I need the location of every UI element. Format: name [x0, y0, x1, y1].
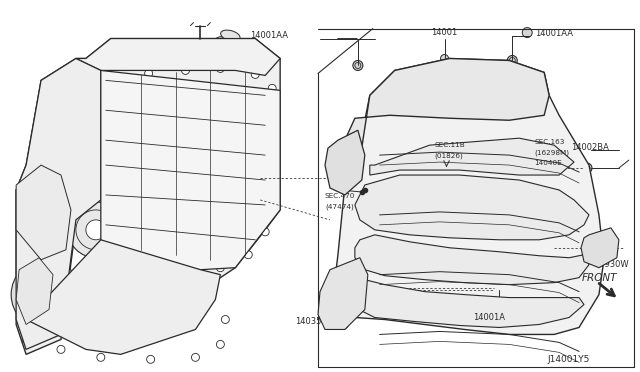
Circle shape: [145, 70, 152, 77]
Polygon shape: [581, 228, 619, 268]
Ellipse shape: [336, 321, 348, 330]
Circle shape: [22, 336, 30, 343]
Circle shape: [112, 51, 120, 60]
Circle shape: [172, 44, 180, 51]
Polygon shape: [370, 138, 574, 175]
Circle shape: [23, 192, 59, 228]
Circle shape: [141, 46, 150, 54]
Polygon shape: [318, 258, 368, 330]
Ellipse shape: [336, 308, 348, 315]
Circle shape: [147, 355, 155, 363]
Circle shape: [106, 80, 146, 120]
Circle shape: [252, 70, 259, 78]
Circle shape: [182, 67, 189, 74]
Polygon shape: [355, 175, 589, 240]
Circle shape: [105, 74, 113, 82]
Polygon shape: [16, 165, 71, 260]
Polygon shape: [350, 280, 584, 327]
Text: SEC.470: SEC.470: [325, 193, 355, 199]
Text: 14040E: 14040E: [534, 160, 562, 166]
Circle shape: [582, 163, 592, 173]
Circle shape: [86, 220, 106, 240]
Circle shape: [33, 282, 59, 308]
Text: 14001AA: 14001AA: [535, 29, 573, 38]
Ellipse shape: [221, 30, 240, 41]
Text: 14001AA: 14001AA: [250, 31, 288, 40]
Circle shape: [256, 57, 264, 64]
Circle shape: [268, 84, 276, 92]
Ellipse shape: [340, 151, 354, 173]
Text: (01826): (01826): [435, 153, 463, 159]
Circle shape: [244, 251, 252, 259]
Polygon shape: [340, 58, 549, 180]
Ellipse shape: [336, 146, 358, 178]
Polygon shape: [16, 258, 53, 324]
Text: 14001: 14001: [431, 28, 458, 37]
Polygon shape: [16, 58, 101, 349]
Circle shape: [11, 260, 81, 330]
Circle shape: [508, 55, 517, 65]
Text: FRONT: FRONT: [582, 273, 618, 283]
Circle shape: [119, 93, 132, 107]
Circle shape: [584, 243, 594, 253]
Polygon shape: [325, 130, 365, 195]
Text: (47474): (47474): [325, 204, 354, 210]
Polygon shape: [26, 240, 220, 355]
Text: (16298M): (16298M): [534, 150, 569, 156]
Ellipse shape: [336, 278, 348, 286]
Ellipse shape: [336, 293, 348, 301]
Text: 14002BA: 14002BA: [571, 142, 609, 152]
Circle shape: [18, 202, 74, 258]
Polygon shape: [76, 39, 280, 76]
Circle shape: [94, 153, 138, 197]
Circle shape: [268, 126, 276, 134]
Circle shape: [440, 54, 449, 62]
Text: 14001A: 14001A: [474, 313, 506, 322]
Circle shape: [494, 285, 504, 295]
Circle shape: [51, 100, 111, 160]
Text: SEC.11B: SEC.11B: [435, 142, 465, 148]
Circle shape: [202, 41, 209, 48]
Circle shape: [57, 346, 65, 353]
Circle shape: [147, 264, 155, 272]
Circle shape: [182, 269, 189, 277]
Polygon shape: [16, 39, 280, 355]
Polygon shape: [101, 70, 280, 270]
Text: 14930W: 14930W: [594, 260, 628, 269]
Text: 14035: 14035: [295, 317, 321, 326]
Circle shape: [522, 28, 532, 38]
Circle shape: [221, 315, 229, 324]
Text: SEC.163: SEC.163: [534, 139, 564, 145]
Circle shape: [216, 64, 225, 73]
Circle shape: [261, 228, 269, 236]
Circle shape: [112, 254, 120, 262]
Circle shape: [102, 236, 110, 244]
Text: J14001Y5: J14001Y5: [547, 355, 589, 364]
Circle shape: [216, 340, 225, 349]
Circle shape: [71, 120, 91, 140]
Circle shape: [97, 353, 105, 361]
Circle shape: [353, 61, 363, 70]
Circle shape: [268, 161, 276, 169]
Circle shape: [236, 42, 244, 51]
Circle shape: [216, 264, 225, 272]
Polygon shape: [355, 235, 589, 285]
Circle shape: [68, 202, 124, 258]
Circle shape: [191, 353, 200, 361]
Polygon shape: [335, 58, 604, 334]
Circle shape: [268, 196, 276, 204]
